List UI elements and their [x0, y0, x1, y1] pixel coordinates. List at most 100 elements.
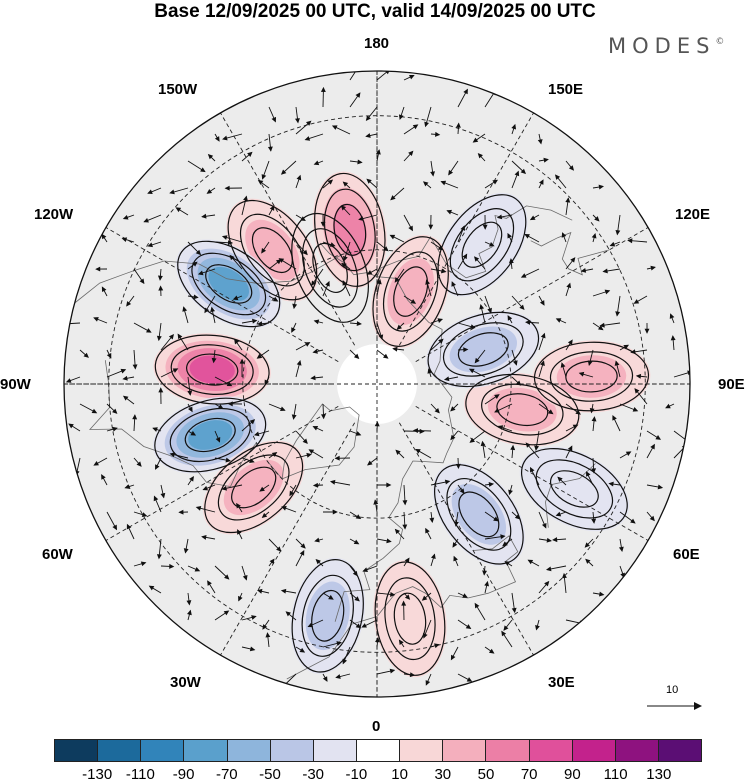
wind-arrow-head [565, 197, 571, 203]
wind-arrow-head [455, 463, 461, 470]
wind-arrow-head [591, 232, 597, 239]
wind-arrow-head [177, 333, 183, 340]
wind-arrow-head [425, 527, 430, 534]
wind-arrow-head [101, 286, 107, 293]
wind-arrow-head [256, 353, 263, 359]
wind-arrow-head [207, 580, 212, 586]
wind-arrow-head [425, 279, 431, 285]
lon-label-120e: 120E [675, 206, 711, 223]
wind-arrow-head [552, 537, 558, 543]
wind-arrow-head [272, 296, 279, 302]
wind-arrow-head [320, 221, 326, 227]
wind-arrow-head [421, 595, 428, 601]
wind-arrow-head [190, 430, 197, 436]
wind-arrow-head [408, 225, 413, 232]
anomaly-band [305, 581, 350, 651]
colorbar-cell [356, 740, 401, 761]
wind-arrow-head [271, 451, 278, 457]
wind-arrow-head [612, 414, 617, 421]
colorbar-cell [572, 740, 616, 761]
wind-arrow-head [450, 406, 456, 412]
wind-arrow-head [204, 307, 210, 314]
wind-arrow-head [302, 249, 308, 256]
lon-label-180: 180 [364, 35, 390, 52]
wind-arrow-head [147, 242, 153, 248]
wind-arrow-head [321, 414, 326, 420]
wind-arrow-head [374, 421, 380, 427]
wind-arrow-head [269, 205, 275, 211]
wind-arrow-head [65, 378, 72, 383]
wind-arrow-head [247, 151, 253, 157]
wind-arrow-head [586, 471, 591, 477]
wind-arrow-head [482, 224, 488, 230]
wind-arrow-head [402, 524, 408, 530]
wind-arrow-head [567, 445, 573, 452]
wind-arrow-head [618, 546, 624, 553]
wind-arrow-head [437, 318, 444, 323]
wind-arrow-head [580, 267, 587, 273]
wind-arrow-head [328, 594, 334, 600]
wind-arrow-head [200, 167, 206, 173]
wind-arrow-head [112, 426, 118, 432]
wind-arrow-head [132, 414, 138, 420]
wind-arrow-head [594, 216, 600, 222]
wind-arrow-head [239, 358, 245, 364]
wind-arrow-head [525, 319, 531, 325]
wind-arrow-head [311, 280, 317, 287]
colorbar-tick-label: 90 [564, 766, 581, 783]
wind-arrow-head [342, 181, 349, 187]
anomaly-band [373, 560, 447, 678]
meridian [398, 422, 534, 656]
wind-arrow-head [229, 254, 235, 261]
wind-arrow-head [398, 639, 404, 646]
wind-arrow-head [143, 217, 149, 223]
wind-arrow-head [91, 408, 98, 414]
streamline [372, 236, 449, 347]
wind-arrow-head [124, 484, 130, 489]
wind-arrow-head [437, 245, 444, 251]
wind-arrow-head [615, 229, 621, 236]
wind-arrow-head [168, 333, 175, 340]
map-border [63, 70, 691, 698]
wind-arrow-head [394, 528, 401, 535]
wind-arrow-head [535, 624, 540, 631]
modes-logo: MODES© [608, 34, 724, 58]
anomaly-band [449, 326, 518, 373]
wind-arrow-head [424, 121, 429, 128]
wind-arrow-head [632, 407, 639, 412]
wind-arrow-head [306, 120, 312, 126]
wind-arrow-head [183, 548, 189, 554]
wind-arrow-head [249, 458, 255, 464]
wind-arrow-head [221, 235, 228, 240]
wind-arrow-head [206, 188, 213, 194]
lon-label-150w: 150W [158, 81, 198, 98]
wind-arrow-head [480, 440, 486, 447]
wind-arrow-head [331, 125, 338, 130]
coastline [530, 231, 610, 276]
wind-arrow-head [256, 588, 263, 594]
colorbar-ticks: -130 -110 -90 -70 -50 -30 -10 10 30 50 70 90 110 130 [54, 766, 702, 783]
wind-arrow-head [215, 437, 221, 443]
wind-arrow-head [210, 306, 216, 313]
wind-arrow-head [295, 118, 300, 124]
wind-arrow-head [182, 306, 188, 312]
wind-arrow-head [236, 502, 241, 509]
wind-arrow-head [392, 346, 398, 352]
anomaly-band [208, 266, 250, 302]
colorbar-cell [184, 740, 228, 761]
colorbar-cell [400, 740, 444, 761]
streamline [535, 459, 614, 519]
wind-arrow-head [308, 449, 315, 454]
streamline [442, 322, 524, 377]
lon-label-60e: 60E [673, 546, 700, 563]
wind-arrow-head [169, 189, 175, 195]
streamline [227, 199, 318, 301]
wind-arrow-head [375, 149, 381, 155]
wind-arrow-head [291, 414, 297, 420]
logo-text: MODES [608, 34, 716, 58]
wind-arrow-head [376, 278, 382, 285]
anomaly-band [387, 258, 434, 326]
wind-arrow-head [192, 261, 198, 267]
anomaly-band [223, 459, 284, 516]
wind-arrow-head [304, 342, 311, 347]
